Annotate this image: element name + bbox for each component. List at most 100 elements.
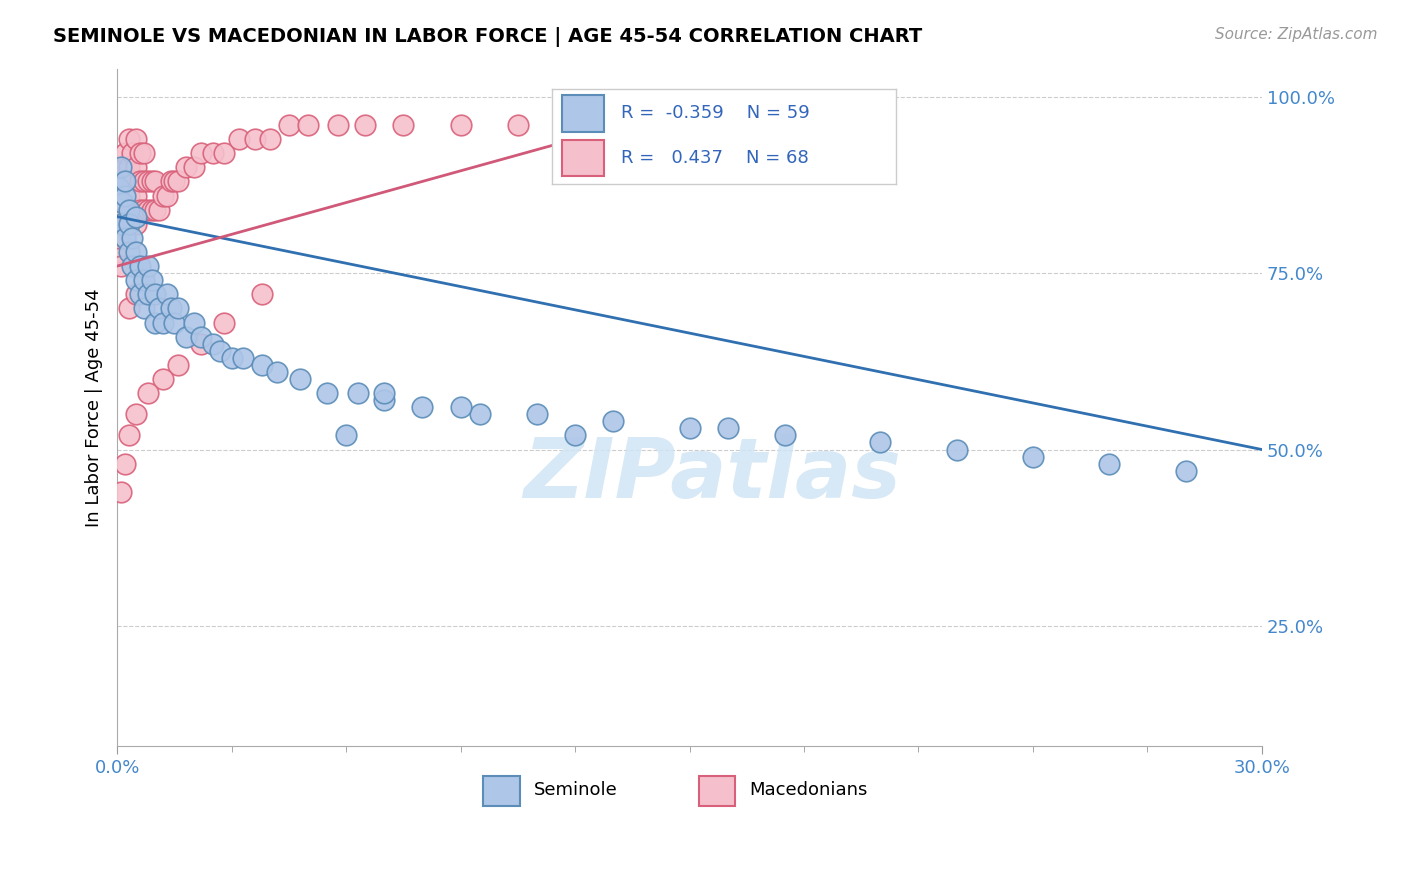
Point [183,161,205,175]
Point [111,195,134,210]
Point [148,301,170,316]
Point [141,174,163,188]
Point [111,202,134,217]
Point [132,273,155,287]
Point [136,259,159,273]
Point [190,329,212,343]
Point [167,174,190,188]
Point [183,316,205,330]
Point [335,428,357,442]
Point [141,202,163,217]
Point [121,202,143,217]
Point [602,414,624,428]
Point [190,336,212,351]
Point [129,174,152,188]
Point [468,407,491,421]
Point [121,174,143,188]
Point [114,195,136,210]
Text: ZIPatlas: ZIPatlas [523,434,901,516]
Point [129,287,152,301]
Point [243,132,266,146]
Point [125,244,148,259]
Point [114,231,136,245]
Point [1098,457,1121,471]
Point [411,400,433,414]
Point [121,146,143,161]
Point [373,386,395,401]
Point [373,393,395,408]
Point [110,174,132,188]
Point [132,301,155,316]
Point [114,457,136,471]
Point [129,146,152,161]
Point [117,202,139,217]
Point [328,118,350,132]
Point [143,202,166,217]
Point [148,202,170,217]
Point [174,329,197,343]
Point [564,428,586,442]
Point [354,118,377,132]
Point [159,174,181,188]
Point [346,386,368,401]
Point [125,273,148,287]
Point [132,174,155,188]
Point [717,421,740,435]
Point [107,244,129,259]
Point [143,316,166,330]
Point [136,386,159,401]
Point [678,421,700,435]
Point [110,484,132,499]
Point [129,202,152,217]
Point [163,174,186,188]
Point [132,202,155,217]
Point [212,146,235,161]
Point [506,118,529,132]
Point [232,351,254,365]
Point [143,287,166,301]
Point [167,301,190,316]
Point [125,161,148,175]
Point [1174,464,1197,478]
Point [108,181,131,195]
Point [117,188,139,202]
Point [117,161,139,175]
Point [125,210,148,224]
Point [117,428,139,442]
Point [117,217,139,231]
Point [190,146,212,161]
Point [136,174,159,188]
Point [121,231,143,245]
Point [201,336,224,351]
Point [163,316,186,330]
Point [250,287,273,301]
Point [945,442,967,457]
Point [316,386,339,401]
Point [125,188,148,202]
Point [141,273,163,287]
Point [110,259,132,273]
Point [125,132,148,146]
Point [297,118,319,132]
Point [117,132,139,146]
Point [125,407,148,421]
Point [129,259,152,273]
Point [156,188,179,202]
Point [209,343,232,358]
Text: Source: ZipAtlas.com: Source: ZipAtlas.com [1215,27,1378,42]
Point [212,316,235,330]
Point [114,161,136,175]
Point [564,118,586,132]
Point [290,372,312,386]
Point [450,400,472,414]
Point [869,435,891,450]
Point [117,217,139,231]
Point [450,118,472,132]
Point [277,118,299,132]
Point [152,188,174,202]
Point [114,188,136,202]
Point [110,161,132,175]
Point [526,407,548,421]
Point [110,217,132,231]
Point [1022,450,1045,464]
